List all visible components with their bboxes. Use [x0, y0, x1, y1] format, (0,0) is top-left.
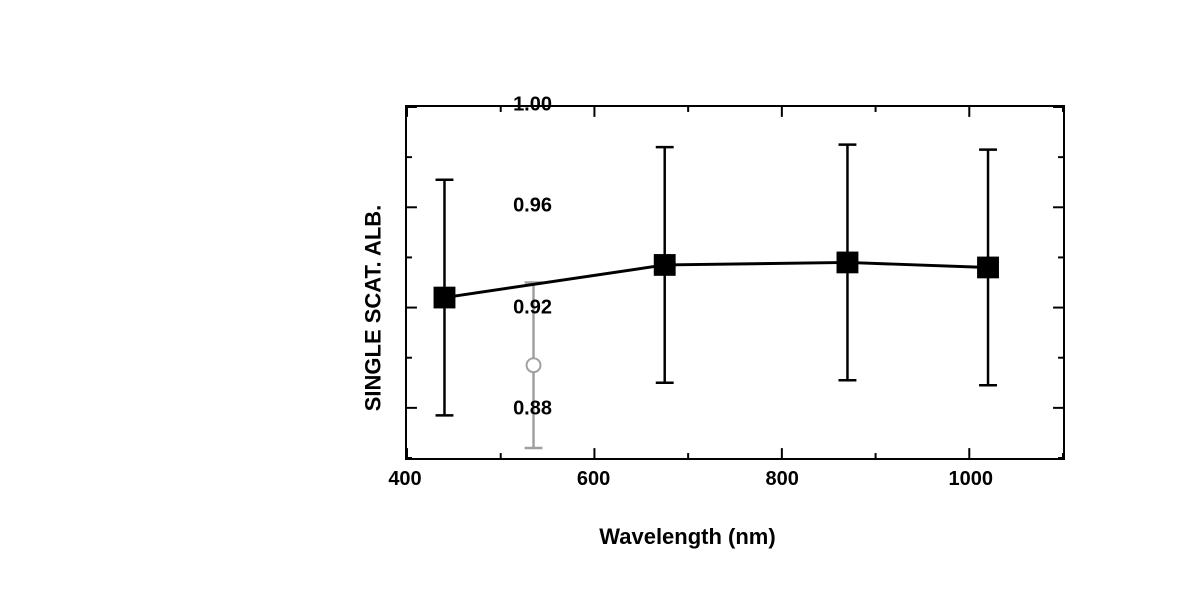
- y-tick-label: 0.96: [513, 195, 552, 218]
- y-tick-label: 0.88: [513, 398, 552, 421]
- series-main-errorbars: [436, 145, 997, 416]
- x-tick-label: 400: [388, 468, 421, 491]
- x-tick-label: 1000: [948, 468, 993, 491]
- x-axis-label: Wavelength (nm): [599, 524, 775, 550]
- chart-svg: [407, 107, 1063, 458]
- x-tick-label: 800: [765, 468, 798, 491]
- chart-container: SINGLE SCAT. ALB. Wavelength (nm) 0.880.…: [280, 80, 1095, 535]
- y-tick-label: 1.00: [513, 94, 552, 117]
- x-tick-label: 600: [577, 468, 610, 491]
- ticks-group: [407, 107, 1063, 458]
- series-main-line: [444, 262, 988, 297]
- plot-area: [405, 105, 1065, 460]
- y-axis-label: SINGLE SCAT. ALB.: [360, 204, 386, 411]
- y-tick-label: 0.92: [513, 296, 552, 319]
